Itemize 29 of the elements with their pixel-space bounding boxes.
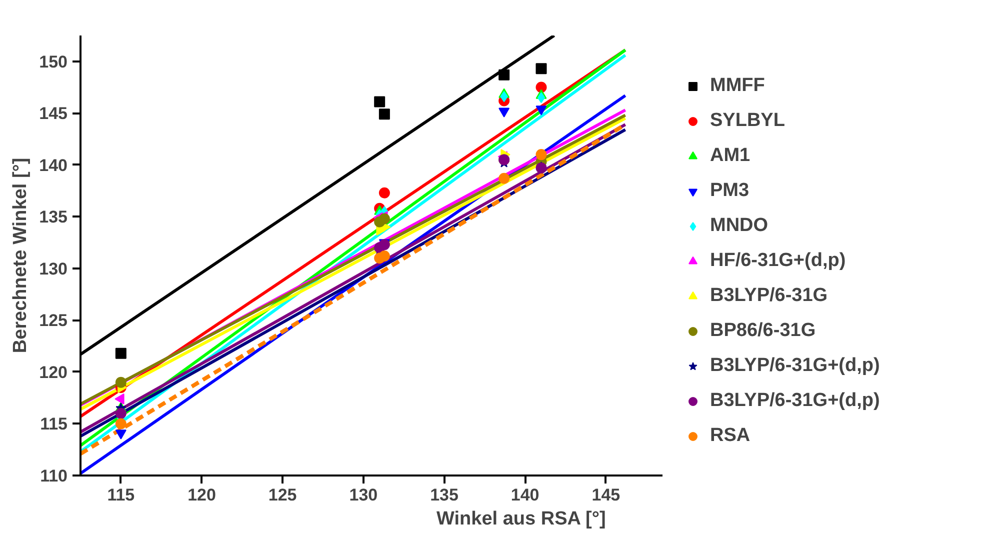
y-tick-label: 135	[39, 208, 68, 227]
legend-label: MNDO	[710, 214, 768, 238]
legend-label: B3LYP/6-31G	[710, 284, 828, 308]
y-tick-label: 130	[39, 259, 68, 278]
x-tick-label: 140	[510, 486, 540, 504]
y-axis-title: Berechnete Winkel [°]	[10, 158, 32, 354]
y-tick-label: 145	[39, 104, 68, 124]
legend-label: AM1	[710, 144, 750, 168]
legend-label: B3LYP/6-31G+(d,p)	[710, 354, 880, 378]
legend-label: SYLBYL	[710, 109, 785, 133]
legend-label: B3LYP/6-31G+(d,p)	[710, 389, 880, 413]
legend-label: MMFF	[710, 74, 765, 98]
legend-label: HF/6-31G+(d,p)	[710, 249, 846, 273]
y-tick-label: 125	[39, 311, 68, 330]
x-tick-label: 145	[592, 486, 620, 504]
legend-label: PM3	[710, 179, 750, 203]
x-tick-label: 120	[188, 486, 216, 504]
legend-label: RSA	[710, 424, 750, 448]
y-tick-label: 110	[40, 466, 68, 486]
x-axis-title: Winkel aus RSA [°]	[436, 508, 606, 530]
y-tick-label: 150	[39, 52, 68, 72]
x-tick-label: 130	[349, 486, 378, 504]
y-tick-label: 115	[40, 414, 68, 434]
x-tick-label: 125	[268, 486, 297, 504]
y-tick-label: 140	[39, 156, 68, 175]
x-tick-label: 115	[107, 486, 135, 504]
y-tick-label: 120	[39, 362, 68, 382]
x-tick-label: 135	[430, 486, 458, 504]
legend-label: BP86/6-31G	[710, 319, 816, 343]
